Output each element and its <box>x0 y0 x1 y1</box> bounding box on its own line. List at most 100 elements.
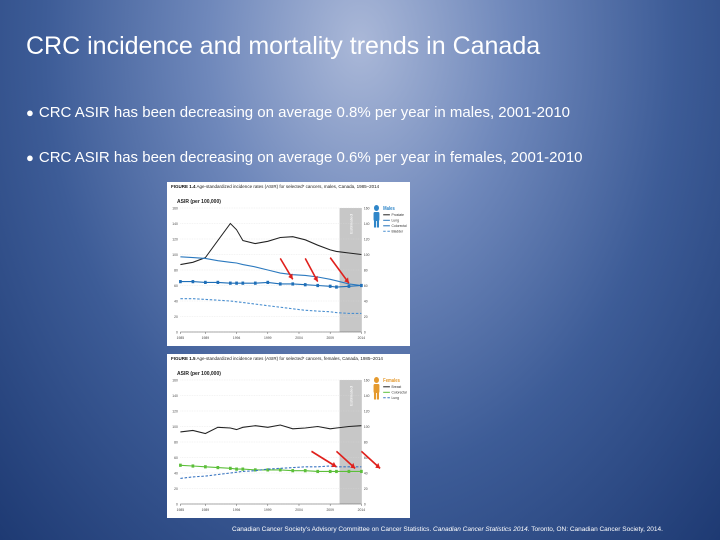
data-point-colorectal <box>216 280 220 284</box>
data-point-colorectal <box>316 469 320 474</box>
citation-prefix: Canadian Cancer Society's Advisory Commi… <box>232 526 434 533</box>
figure-number: FIGURE 1.4 <box>171 184 196 189</box>
chart-title: FIGURE 1.5 Age-standardized incidence ra… <box>171 356 383 361</box>
bullet-icon: ● <box>26 105 34 120</box>
data-point-colorectal <box>278 468 282 472</box>
x-tick-label: 2014 <box>358 336 365 340</box>
data-point-colorectal <box>241 467 245 471</box>
y-tick-label: 60 <box>174 284 178 288</box>
y-tick-label-right: 80 <box>364 440 368 444</box>
data-point-colorectal <box>303 469 307 473</box>
y-axis-label: ASIR (per 100,000) <box>177 371 221 377</box>
x-tick-label: 2009 <box>326 336 333 340</box>
person-icon-body <box>373 384 380 393</box>
y-tick-label-right: 60 <box>364 284 368 288</box>
data-point-colorectal <box>316 283 320 288</box>
x-tick-label: 1994 <box>233 508 240 512</box>
y-tick-label-right: 80 <box>364 268 368 272</box>
y-tick-label: 20 <box>174 487 178 491</box>
y-tick-label: 140 <box>172 394 178 398</box>
figure-males: Estimated 0 0 20 20 40 40 60 60 80 80 100 100 120 120 1… <box>167 182 410 346</box>
y-tick-label: 160 <box>172 206 178 210</box>
data-point-colorectal <box>191 280 195 284</box>
bullet-text: CRC ASIR has been decreasing on average … <box>38 104 571 121</box>
y-tick-label: 0 <box>176 502 178 506</box>
y-tick-label-right: 20 <box>364 487 368 491</box>
series-line-lung <box>180 256 362 287</box>
y-tick-label: 160 <box>172 378 178 382</box>
y-tick-label: 80 <box>174 440 178 444</box>
data-point-colorectal <box>228 466 232 470</box>
data-point-colorectal <box>335 469 338 474</box>
data-point-colorectal <box>347 469 351 474</box>
red-arrow-head <box>288 273 293 280</box>
data-point-colorectal <box>235 281 238 285</box>
y-tick-label: 40 <box>174 471 178 475</box>
legend-label: Lung <box>392 396 399 400</box>
x-tick-label: 1989 <box>202 336 209 340</box>
y-tick-label: 60 <box>174 456 178 460</box>
bullet-females: ● CRC ASIR has been decreasing on average… <box>26 149 583 166</box>
data-point-colorectal <box>335 285 338 289</box>
y-tick-label: 100 <box>172 425 178 429</box>
x-tick-label: 1985 <box>177 336 184 340</box>
data-point-colorectal <box>360 283 363 288</box>
red-arrow-head <box>313 275 318 282</box>
person-icon-body <box>373 212 380 221</box>
chart-title: FIGURE 1.4 Age-standardized incidence ra… <box>171 184 379 189</box>
x-tick-label: 2004 <box>295 336 302 340</box>
estimated-label: Estimated <box>349 385 354 406</box>
data-point-colorectal <box>266 280 270 284</box>
bullet-males: ● CRC ASIR has been decreasing on average… <box>26 104 570 121</box>
y-tick-label-right: 140 <box>364 222 370 226</box>
red-arrow-head <box>331 461 337 468</box>
y-tick-label-right: 100 <box>364 253 370 257</box>
data-point-colorectal <box>216 465 220 470</box>
person-icon-leg <box>373 220 377 228</box>
figure-number: FIGURE 1.5 <box>171 356 196 361</box>
y-tick-label-right: 20 <box>364 315 368 319</box>
y-tick-label-right: 40 <box>364 299 368 303</box>
data-point-colorectal <box>204 280 207 284</box>
y-tick-label: 100 <box>172 253 178 257</box>
legend-label: Colorectal <box>392 390 407 394</box>
estimated-label: Estimated <box>349 213 354 234</box>
x-tick-label: 1999 <box>264 508 271 512</box>
series-line-lung <box>180 465 362 479</box>
y-tick-label-right: 0 <box>364 330 366 334</box>
person-icon-leg <box>376 392 379 400</box>
y-tick-label-right: 140 <box>364 394 370 398</box>
y-tick-label: 20 <box>174 315 178 319</box>
y-tick-label-right: 120 <box>364 409 370 413</box>
citation-title: Canadian Cancer Statistics 2014 <box>433 526 528 533</box>
series-line-prostate <box>180 222 362 266</box>
data-point-colorectal <box>179 463 182 467</box>
data-point-colorectal <box>278 282 282 286</box>
y-tick-label: 140 <box>172 222 178 226</box>
x-tick-label: 1985 <box>177 508 184 512</box>
data-point-colorectal <box>328 284 332 288</box>
data-point-colorectal <box>303 283 307 287</box>
data-point-colorectal <box>291 282 295 286</box>
x-tick-label: 1994 <box>233 336 240 340</box>
y-tick-label-right: 160 <box>364 206 370 210</box>
red-arrow <box>311 450 337 468</box>
legend-title: Males <box>383 206 395 211</box>
x-tick-label: 2014 <box>358 508 365 512</box>
series-line-breast <box>180 424 362 435</box>
data-point-colorectal <box>360 469 363 474</box>
legend-label: Prostate <box>392 213 404 217</box>
legend-label: Lung <box>392 218 399 222</box>
y-tick-label-right: 160 <box>364 378 370 382</box>
data-point-colorectal <box>204 465 207 469</box>
data-point-colorectal <box>266 468 270 472</box>
red-arrow-head <box>375 462 381 469</box>
y-tick-label: 40 <box>174 299 178 303</box>
x-tick-label: 2009 <box>326 508 333 512</box>
legend-label: Bladder <box>392 229 404 233</box>
figure-females: Estimated 0 0 20 20 40 40 60 60 80 80 100 100 120 120 1… <box>167 354 410 518</box>
slide-title: CRC incidence and mortality trends in Ca… <box>26 32 541 60</box>
citation: Canadian Cancer Society's Advisory Commi… <box>232 526 663 533</box>
x-tick-label: 1989 <box>202 508 209 512</box>
y-tick-label-right: 100 <box>364 425 370 429</box>
